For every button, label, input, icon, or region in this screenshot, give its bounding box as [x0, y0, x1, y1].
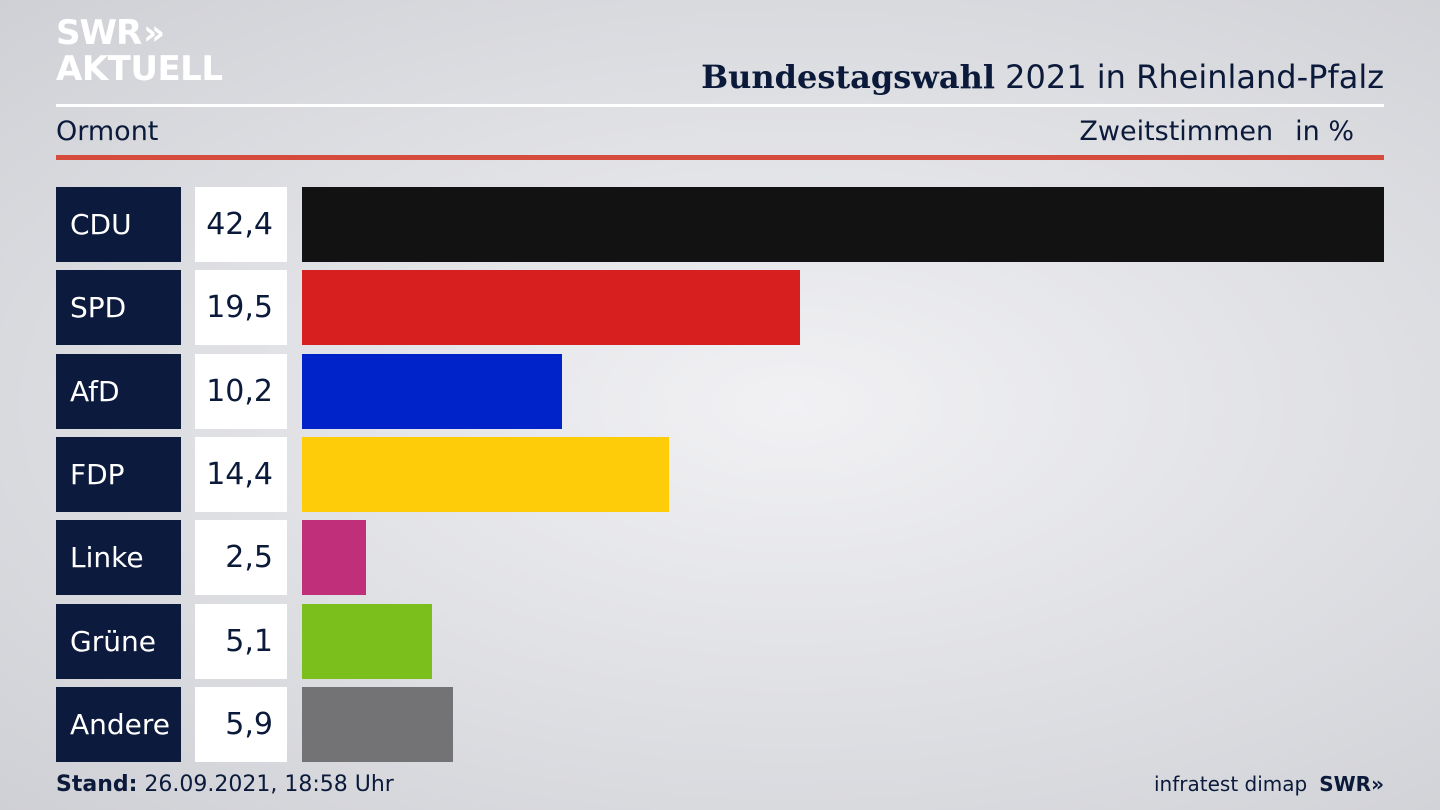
timestamp-label: Stand:: [56, 772, 138, 797]
bar: [302, 520, 366, 595]
bar-row: FDP 14,4: [56, 437, 1384, 512]
bar: [302, 187, 1384, 262]
bar-row: Andere 5,9: [56, 687, 1384, 762]
party-label: Grüne: [56, 604, 181, 679]
value-label: 5,9: [195, 687, 287, 762]
measure-label: Zweitstimmen in %: [1079, 116, 1354, 147]
bar: [302, 604, 432, 679]
party-label: AfD: [56, 354, 181, 429]
chart-title: Bundestagswahl 2021 in Rheinland-Pfalz: [701, 58, 1384, 96]
bar-row: SPD 19,5: [56, 270, 1384, 345]
timestamp-value: 26.09.2021, 18:58 Uhr: [137, 772, 394, 797]
value-label: 42,4: [195, 187, 287, 262]
party-label: Andere: [56, 687, 181, 762]
header-divider: [56, 104, 1384, 107]
chart-title-bold: Bundestagswahl: [701, 58, 995, 96]
party-label: Linke: [56, 520, 181, 595]
bar-row: Linke 2,5: [56, 520, 1384, 595]
swr-brand-mark: SWR»: [1319, 772, 1384, 796]
source-name: infratest dimap: [1154, 772, 1308, 796]
bar-row: AfD 10,2: [56, 354, 1384, 429]
value-label: 5,1: [195, 604, 287, 679]
bar-row: Grüne 5,1: [56, 604, 1384, 679]
accent-divider: [56, 155, 1384, 160]
measure-unit: in %: [1295, 116, 1354, 147]
timestamp: Stand: 26.09.2021, 18:58 Uhr: [56, 772, 394, 797]
bar: [302, 437, 669, 512]
bar: [302, 687, 453, 762]
value-label: 2,5: [195, 520, 287, 595]
chart-title-rest: 2021 in Rheinland-Pfalz: [995, 58, 1384, 96]
party-label: CDU: [56, 187, 181, 262]
bar: [302, 354, 562, 429]
party-label: SPD: [56, 270, 181, 345]
place-name: Ormont: [56, 116, 159, 147]
source-credit: infratest dimap SWR»: [1154, 772, 1384, 796]
bar-row: CDU 42,4: [56, 187, 1384, 262]
logo-line2: AKTUELL: [56, 49, 223, 89]
logo-chevrons-icon: »: [143, 13, 165, 53]
value-label: 14,4: [195, 437, 287, 512]
logo-line1: SWR: [56, 13, 142, 53]
bar: [302, 270, 800, 345]
value-label: 19,5: [195, 270, 287, 345]
swr-aktuell-logo: SWR» AKTUELL: [56, 16, 223, 86]
party-label: FDP: [56, 437, 181, 512]
measure-name: Zweitstimmen: [1079, 116, 1274, 147]
value-label: 10,2: [195, 354, 287, 429]
